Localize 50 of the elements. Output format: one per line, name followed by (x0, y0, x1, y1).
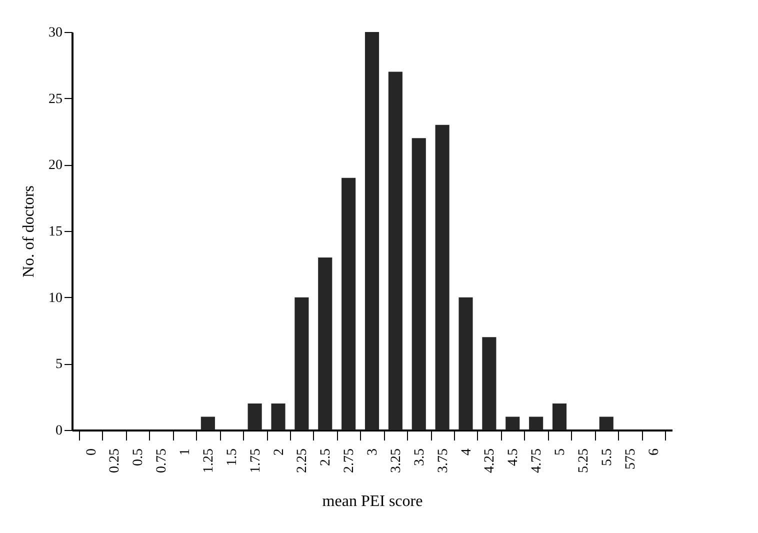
x-tick-label: 3.75 (436, 448, 451, 473)
x-tick-label: 0 (84, 448, 100, 456)
bar (318, 258, 332, 430)
x-tick-label: 575 (623, 448, 638, 470)
x-tick-label: 1.75 (248, 448, 264, 473)
x-tick-label: 4.25 (482, 448, 498, 473)
x-tick-label: 0.25 (108, 448, 123, 473)
y-tick-label: 10 (48, 290, 62, 306)
x-tick-label: 1.5 (224, 448, 240, 466)
bar (506, 416, 520, 430)
x-tick-label: 4 (459, 448, 474, 456)
bar (388, 72, 402, 430)
x-tick-label: 5.5 (600, 448, 615, 466)
x-tick-label: 6 (646, 448, 662, 456)
bar (364, 32, 380, 430)
x-tick-label: 0.75 (154, 448, 170, 473)
bar (482, 337, 496, 430)
x-tick-label: 2.75 (342, 448, 358, 473)
bar (342, 178, 356, 430)
y-tick-label: 5 (56, 357, 62, 372)
bar (412, 138, 426, 430)
bar (458, 297, 473, 430)
x-tick-label: 5.25 (576, 448, 592, 473)
x-tick-label: 3.5 (412, 448, 428, 466)
x-tick-label: 2 (272, 448, 287, 456)
y-tick-label: 25 (48, 92, 62, 107)
bar (552, 403, 567, 430)
y-tick-label: 20 (48, 158, 62, 174)
x-tick-label: 1 (178, 448, 193, 456)
x-axis-title: mean PEI score (322, 493, 423, 510)
x-tick-label: 0.5 (131, 448, 146, 466)
bar (529, 416, 544, 430)
x-tick-label: 5 (553, 448, 568, 456)
x-tick-label: 4.5 (506, 448, 522, 466)
x-tick-label: 3.25 (388, 448, 404, 473)
y-axis-title: No. of doctors (20, 186, 38, 278)
x-tick-label: 3 (366, 448, 380, 456)
x-tick-label: 2.25 (295, 448, 310, 473)
bar (294, 297, 309, 430)
y-tick-label: 15 (48, 224, 62, 240)
y-tick-label: 0 (56, 424, 62, 438)
y-tick-label: 30 (48, 26, 62, 40)
bar (599, 416, 614, 430)
bar (200, 416, 215, 430)
bar (248, 403, 262, 430)
x-tick-label: 2.5 (318, 448, 334, 466)
bar (271, 403, 286, 430)
x-tick-label: 4.75 (530, 448, 545, 473)
x-tick-label: 1.25 (201, 448, 216, 473)
bar (435, 124, 450, 430)
